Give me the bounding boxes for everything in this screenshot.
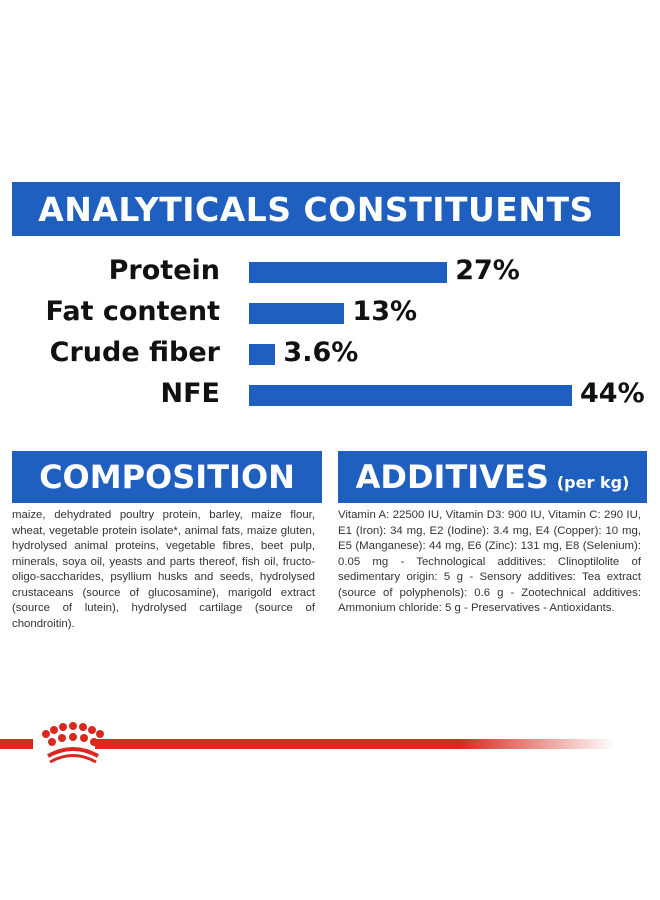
bar-nfe <box>249 385 572 406</box>
red-divider-left <box>0 739 33 749</box>
crown-icon <box>42 722 104 764</box>
additives-title: ADDITIVES <box>355 458 549 496</box>
value-label: 13% <box>352 296 418 327</box>
category-label: Crude fiber <box>49 337 220 368</box>
additives-text: Vitamin A: 22500 IU, Vitamin D3: 900 IU,… <box>338 509 641 614</box>
bar-protein <box>249 262 448 283</box>
composition-text: maize, dehydrated poultry protein, barle… <box>12 509 315 630</box>
page-title: ANALYTICALS CONSTITUENTS <box>12 182 620 236</box>
red-divider-right <box>95 739 615 749</box>
additives-heading: ADDITIVES (per kg) <box>338 451 647 503</box>
category-label: Protein <box>108 255 220 286</box>
bar-crude-fiber <box>249 344 276 365</box>
value-label: 27% <box>455 255 520 286</box>
category-label: NFE <box>160 378 220 409</box>
composition-heading: COMPOSITION <box>12 451 322 503</box>
bar-fat-content <box>249 303 345 324</box>
additives-unit: (per kg) <box>556 472 630 492</box>
value-label: 3.6% <box>283 337 359 368</box>
category-label: Fat content <box>45 296 220 327</box>
value-label: 44% <box>580 378 645 409</box>
